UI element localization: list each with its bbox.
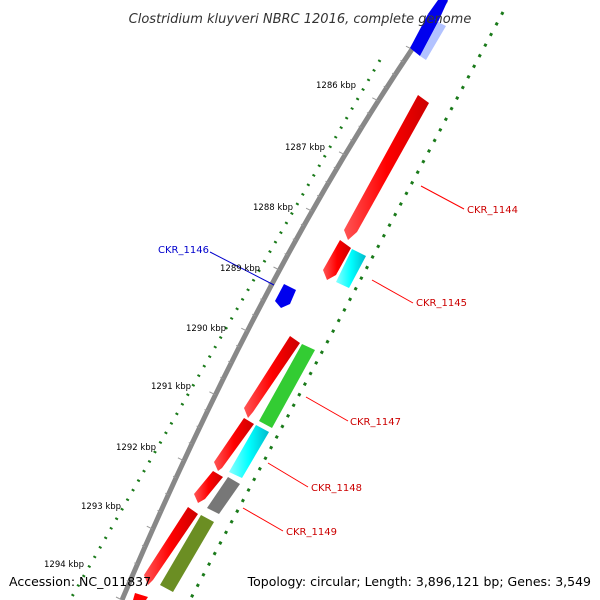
gene-label-leaders	[209, 185, 465, 532]
tick-label-1287: 1287 kbp	[285, 143, 325, 153]
feature-lower-olive	[160, 515, 214, 592]
tick-mark	[383, 85, 387, 89]
tick-label-1291: 1291 kbp	[151, 382, 191, 392]
feature-top-blue-light	[420, 22, 446, 60]
tick-mark	[209, 391, 216, 396]
gene-ckr-1149	[194, 471, 223, 503]
gene-ckr-1145	[323, 240, 351, 280]
tick-mark	[204, 409, 208, 412]
genome-summary-text: Topology: circular; Length: 3,896,121 bp…	[247, 574, 591, 589]
leader-ckr-1145	[371, 279, 414, 304]
leader-ckr-1144	[420, 185, 465, 210]
tick-mark	[268, 283, 272, 286]
tick-label-1288: 1288 kbp	[253, 203, 293, 213]
features	[133, 0, 448, 600]
feature-top-blue-tip	[428, 0, 448, 22]
tick-mark	[350, 139, 354, 142]
tick-mark	[146, 525, 154, 530]
tick-mark	[260, 298, 264, 301]
tick-mark	[372, 97, 379, 102]
tick-mark	[338, 151, 346, 156]
leader-ckr-1149	[242, 507, 284, 532]
tick-mark	[236, 344, 240, 348]
tick-mark	[141, 544, 146, 548]
gene-label-ckr-1147[interactable]: CKR_1147	[350, 417, 401, 428]
feature-ckr-1148-cyan	[229, 425, 269, 478]
tick-mark	[300, 223, 305, 227]
accession-text: Accession: NC_011837	[9, 574, 151, 589]
tick-mark	[220, 376, 224, 380]
tick-mark	[366, 112, 371, 115]
tick-mark	[188, 442, 192, 445]
gene-labels: CKR_1144 CKR_1145 CKR_1146 CKR_1147 CKR_…	[158, 205, 518, 538]
tick-mark	[325, 180, 329, 184]
feature-ckr-1147-green	[259, 344, 315, 428]
tick-labels: 1286 kbp 1287 kbp 1288 kbp 1289 kbp 1290…	[44, 81, 356, 570]
map-title: Clostridium kluyveri NBRC 12016, complet…	[129, 12, 472, 27]
gc-content-tracks	[68, 11, 505, 600]
tick-mark	[228, 360, 232, 364]
tick-mark	[292, 238, 296, 241]
feature-lower-red	[144, 507, 198, 585]
gene-ckr-1144	[344, 95, 429, 240]
tick-label-1294: 1294 kbp	[44, 560, 84, 570]
tick-mark	[391, 72, 396, 76]
tick-label-1293: 1293 kbp	[81, 502, 121, 512]
tick-mark	[400, 59, 404, 63]
tick-mark	[252, 313, 256, 317]
gene-label-ckr-1149[interactable]: CKR_1149	[286, 527, 337, 538]
leader-ckr-1147	[305, 396, 349, 422]
tick-mark	[134, 562, 138, 565]
leader-ckr-1148	[267, 462, 309, 488]
gene-label-ckr-1146[interactable]: CKR_1146	[158, 245, 209, 256]
tick-mark	[126, 580, 130, 583]
gene-label-ckr-1148[interactable]: CKR_1148	[311, 483, 362, 494]
tick-mark	[177, 457, 185, 462]
tick-mark	[358, 125, 362, 128]
feature-top-blue	[410, 14, 438, 56]
tick-mark	[273, 266, 280, 271]
genome-backbone	[119, 0, 449, 600]
tick-label-1286: 1286 kbp	[316, 81, 356, 91]
tick-mark	[157, 509, 161, 513]
tick-mark	[284, 253, 288, 256]
tick-mark	[172, 475, 177, 479]
gene-label-ckr-1144[interactable]: CKR_1144	[467, 205, 518, 216]
gene-ckr-1146	[275, 284, 296, 308]
leader-ckr-1146	[209, 251, 275, 286]
tick-mark	[305, 207, 313, 212]
tick-label-1292: 1292 kbp	[116, 443, 156, 453]
gc-track-inner	[68, 59, 382, 600]
feature-gray	[207, 477, 240, 514]
feature-ckr-1145-cyan	[336, 249, 366, 288]
tick-label-1289: 1289 kbp	[220, 264, 260, 274]
gene-ckr-1147	[244, 336, 300, 418]
tick-mark	[196, 425, 200, 428]
tick-mark	[333, 166, 337, 170]
tick-label-1290: 1290 kbp	[186, 324, 226, 334]
tick-mark	[317, 194, 321, 198]
tick-mark	[165, 492, 169, 496]
tick-mark	[241, 327, 248, 332]
feature-bottom-red	[133, 593, 148, 600]
gene-ckr-1148	[214, 418, 254, 471]
gene-label-ckr-1145[interactable]: CKR_1145	[416, 298, 467, 309]
